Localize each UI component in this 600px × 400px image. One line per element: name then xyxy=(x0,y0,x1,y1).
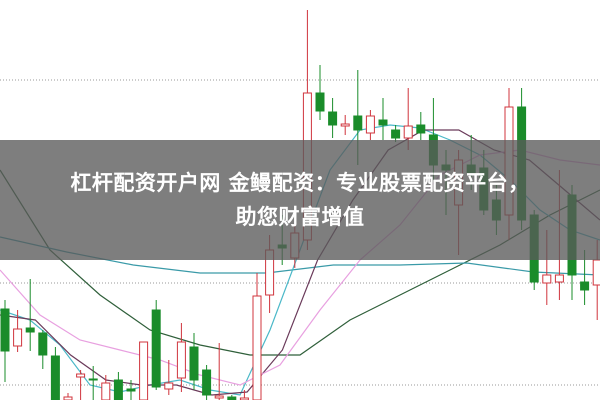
candle-body xyxy=(365,115,375,134)
candle xyxy=(88,366,98,400)
candle-body xyxy=(239,397,249,400)
candle-body xyxy=(88,378,98,381)
candle xyxy=(391,125,401,142)
candle xyxy=(13,310,23,352)
candle xyxy=(139,341,149,400)
candle-body xyxy=(340,123,350,127)
candle xyxy=(189,333,199,390)
candle xyxy=(239,390,249,400)
candle xyxy=(416,112,426,140)
candle-body xyxy=(252,295,262,400)
candle-body xyxy=(63,396,73,400)
candle xyxy=(214,343,224,400)
caption-banner: 杠杆配资开户网 金鳗配资：专业股票配资平台， 助您财富增值 xyxy=(0,140,600,260)
candle xyxy=(340,115,350,135)
candle-body xyxy=(126,388,136,392)
candle-body xyxy=(416,124,426,134)
candle xyxy=(328,98,338,138)
candle-body xyxy=(0,308,10,352)
candle-body xyxy=(76,373,86,378)
candle-body xyxy=(328,111,338,126)
candle-body xyxy=(353,115,363,131)
candle xyxy=(38,330,48,369)
candle xyxy=(403,88,413,150)
candle xyxy=(0,300,10,382)
candle xyxy=(25,279,35,351)
candle xyxy=(151,300,161,390)
candle-body xyxy=(391,129,401,139)
candle-body xyxy=(101,382,111,400)
candle-body xyxy=(592,259,600,286)
candle-body xyxy=(580,281,590,291)
candle-body xyxy=(403,125,413,139)
candle-body xyxy=(542,274,552,284)
candle xyxy=(126,380,136,400)
candle-body xyxy=(202,369,212,396)
candle-body xyxy=(227,396,237,400)
candle-body xyxy=(38,332,48,356)
candle xyxy=(252,273,262,400)
candle-body xyxy=(164,382,174,390)
candle-body xyxy=(25,327,35,333)
candle-body xyxy=(315,92,325,112)
candle-body xyxy=(139,341,149,400)
candle xyxy=(101,375,111,400)
candle xyxy=(63,393,73,400)
candle xyxy=(50,347,60,400)
caption-line-2: 助您财富增值 xyxy=(235,205,365,229)
candle-body xyxy=(176,341,186,379)
candle-body xyxy=(378,119,388,126)
candle-body xyxy=(189,346,199,381)
candle xyxy=(365,110,375,140)
candle xyxy=(378,98,388,140)
caption-line-1: 杠杆配资开户网 金鳗配资：专业股票配资平台， xyxy=(70,171,530,195)
candle-body xyxy=(50,355,60,400)
candle xyxy=(164,360,174,395)
candle-body xyxy=(113,379,123,400)
candle xyxy=(176,323,186,392)
candle xyxy=(202,365,212,400)
candle-body xyxy=(151,309,161,388)
candle-body xyxy=(13,328,23,347)
candle xyxy=(227,395,237,400)
candle xyxy=(76,370,86,400)
candle-body xyxy=(554,274,564,283)
candle xyxy=(315,65,325,120)
candle-body xyxy=(214,395,224,399)
candle xyxy=(113,372,123,400)
